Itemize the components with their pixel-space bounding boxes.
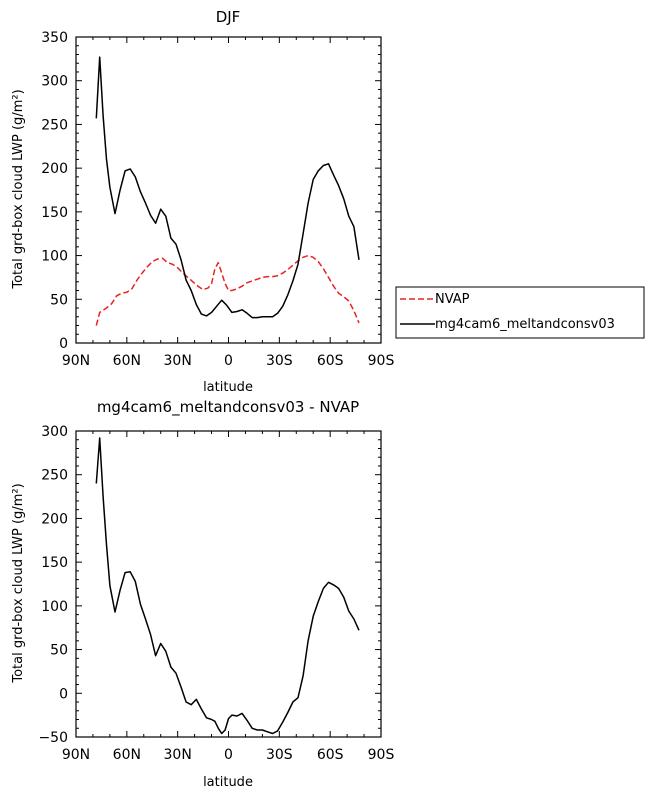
x-tick-label: 90N (62, 747, 90, 763)
panel-title: DJF (216, 8, 241, 26)
x-tick-label: 60S (317, 353, 344, 369)
plot-frame (75, 430, 382, 738)
legend-label-model: mg4cam6_meltandconsv03 (435, 317, 615, 332)
x-tick-label: 60N (113, 747, 141, 763)
y-axis-label: Total grd-box cloud LWP (g/m²) (11, 89, 26, 289)
y-tick-label: 300 (41, 424, 68, 440)
y-tick-label: 100 (41, 249, 68, 265)
y-tick-label: 50 (50, 292, 68, 308)
x-tick-label: 60N (113, 353, 141, 369)
panel-title: mg4cam6_meltandconsv03 - NVAP (97, 398, 359, 417)
x-axis-label: latitude (203, 775, 253, 790)
x-tick-label: 0 (224, 353, 233, 369)
x-tick-label: 30S (266, 747, 293, 763)
y-tick-label: 0 (59, 336, 68, 352)
x-tick-label: 0 (224, 747, 233, 763)
x-tick-label: 30N (164, 353, 192, 369)
y-axis-label: Total grd-box cloud LWP (g/m²) (11, 483, 26, 683)
series-line-0 (95, 437, 360, 735)
series-line-mg4cam6-meltandconsv03 (95, 56, 360, 319)
plot-frame (75, 36, 382, 344)
legend-box (395, 286, 645, 339)
y-tick-label: 250 (41, 117, 68, 133)
series-line-nvap (95, 254, 360, 326)
ticks: 90N 60N 30N 0 30S 60S 90S −50 0 50 100 150 200 250 300 (38, 424, 394, 763)
djf-panel: DJF 90N 60N 30N 0 30S 60S 90S 0 50 100 150 200 250 30… (11, 8, 394, 395)
x-tick-label: 90S (368, 747, 395, 763)
y-tick-label: 350 (41, 30, 68, 46)
difference-panel: mg4cam6_meltandconsv03 - NVAP 90N 60N 30N 0… (11, 398, 394, 790)
y-tick-label: 0 (59, 686, 68, 702)
legend: NVAP mg4cam6_meltandconsv03 (395, 286, 645, 339)
legend-label-nvap: NVAP (435, 292, 470, 307)
y-tick-label: 100 (41, 599, 68, 615)
y-tick-label: 50 (50, 643, 68, 659)
x-tick-label: 90S (368, 353, 395, 369)
y-tick-label: 150 (41, 555, 68, 571)
ticks: 90N 60N 30N 0 30S 60S 90S 0 50 100 150 200 250 300 350 (41, 30, 394, 369)
y-tick-label: 200 (41, 161, 68, 177)
series-layer (95, 437, 360, 735)
y-tick-label: 250 (41, 468, 68, 484)
x-axis-label: latitude (203, 380, 253, 395)
series-layer (95, 56, 360, 326)
y-tick-label: 300 (41, 74, 68, 90)
x-tick-label: 30N (164, 747, 192, 763)
x-tick-label: 30S (266, 353, 293, 369)
y-tick-label: −50 (38, 730, 68, 746)
x-tick-label: 90N (62, 353, 90, 369)
y-tick-label: 200 (41, 511, 68, 527)
x-tick-label: 60S (317, 747, 344, 763)
y-tick-label: 150 (41, 205, 68, 221)
